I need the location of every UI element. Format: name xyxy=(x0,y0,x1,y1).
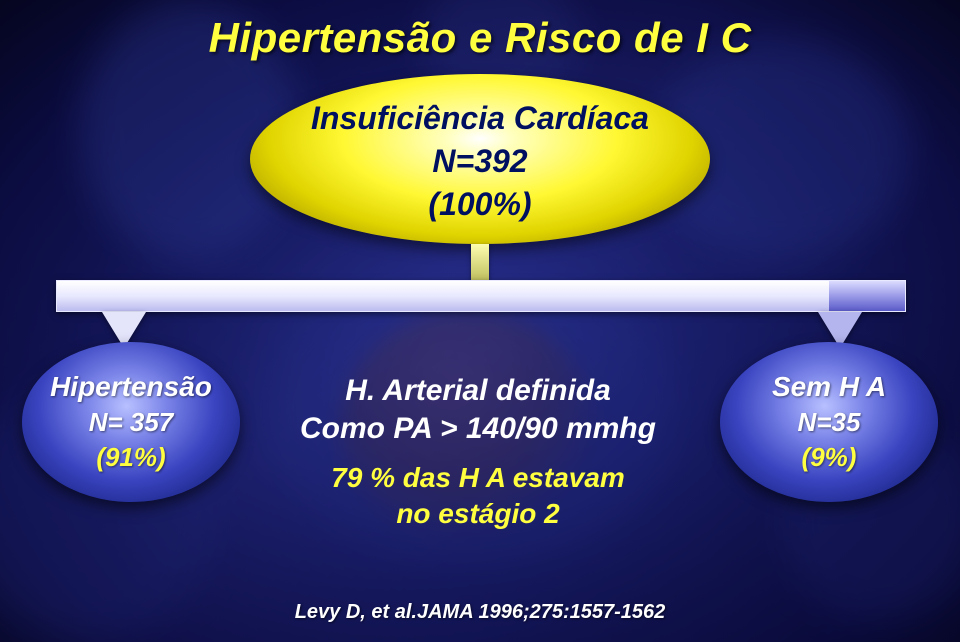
centre-text: H. Arterial definida Como PA > 140/90 mm… xyxy=(248,372,708,532)
centre-line1: H. Arterial definida xyxy=(248,372,708,410)
slide: Hipertensão e Risco de I C Insuficiência… xyxy=(0,0,960,642)
connector xyxy=(471,244,489,280)
split-bar-right xyxy=(829,281,905,311)
top-ellipse-line2: N=392 xyxy=(250,143,710,180)
split-bar-left xyxy=(57,281,829,311)
centre-line4: no estágio 2 xyxy=(248,496,708,532)
right-ellipse: Sem H A N=35 (9%) xyxy=(720,342,938,502)
top-ellipse: Insuficiência Cardíaca N=392 (100%) xyxy=(250,74,710,244)
left-ellipse-title: Hipertensão xyxy=(50,371,212,403)
right-ellipse-pct: (9%) xyxy=(802,442,857,473)
slide-title: Hipertensão e Risco de I C xyxy=(0,14,960,62)
centre-line3: 79 % das H A estavam xyxy=(248,460,708,496)
top-ellipse-line1: Insuficiência Cardíaca xyxy=(250,100,710,137)
centre-line2: Como PA > 140/90 mmhg xyxy=(248,410,708,448)
right-ellipse-n: N=35 xyxy=(798,407,861,438)
top-ellipse-line3: (100%) xyxy=(250,186,710,223)
left-ellipse: Hipertensão N= 357 (91%) xyxy=(22,342,240,502)
right-ellipse-title: Sem H A xyxy=(772,371,886,403)
left-ellipse-pct: (91%) xyxy=(96,442,165,473)
citation: Levy D, et al.JAMA 1996;275:1557-1562 xyxy=(0,601,960,624)
split-bar xyxy=(56,280,906,312)
left-ellipse-n: N= 357 xyxy=(89,407,174,438)
